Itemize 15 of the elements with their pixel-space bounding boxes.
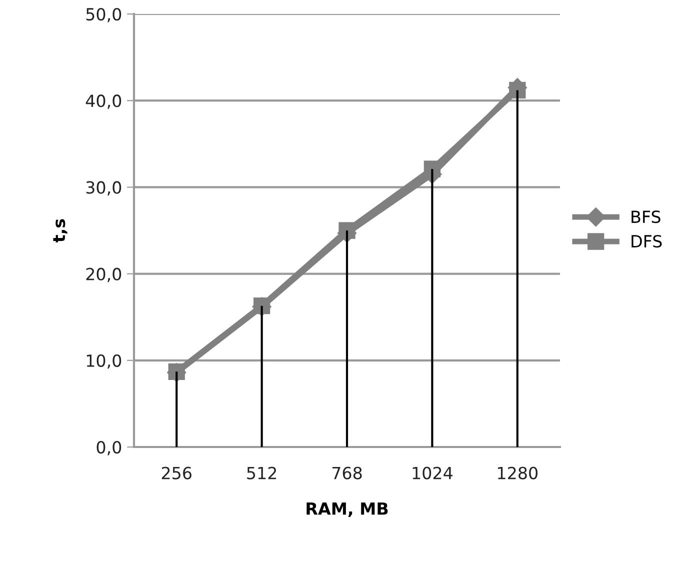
x-tick-label: 768 bbox=[332, 466, 362, 480]
y-tick-label: 20,0 bbox=[86, 268, 122, 282]
x-tick-label: 256 bbox=[162, 466, 192, 480]
y-axis-title: t,s bbox=[53, 219, 68, 242]
x-axis-title: RAM, MB bbox=[306, 502, 388, 518]
y-tick-label: 10,0 bbox=[86, 354, 122, 369]
legend-label: BFS bbox=[632, 210, 660, 224]
legend-label: DFS bbox=[632, 234, 662, 248]
x-tick-label: 512 bbox=[247, 466, 276, 480]
y-tick-label: 30,0 bbox=[86, 181, 122, 196]
x-tick-label: 1280 bbox=[498, 466, 538, 480]
y-tick-label: 40,0 bbox=[86, 94, 122, 109]
y-tick-label: 50,0 bbox=[86, 8, 122, 22]
x-tick-label: 1024 bbox=[412, 466, 452, 480]
y-tick-label: 0,0 bbox=[96, 440, 122, 456]
